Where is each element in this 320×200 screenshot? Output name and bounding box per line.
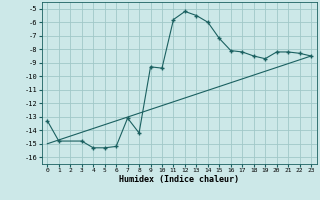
X-axis label: Humidex (Indice chaleur): Humidex (Indice chaleur) xyxy=(119,175,239,184)
